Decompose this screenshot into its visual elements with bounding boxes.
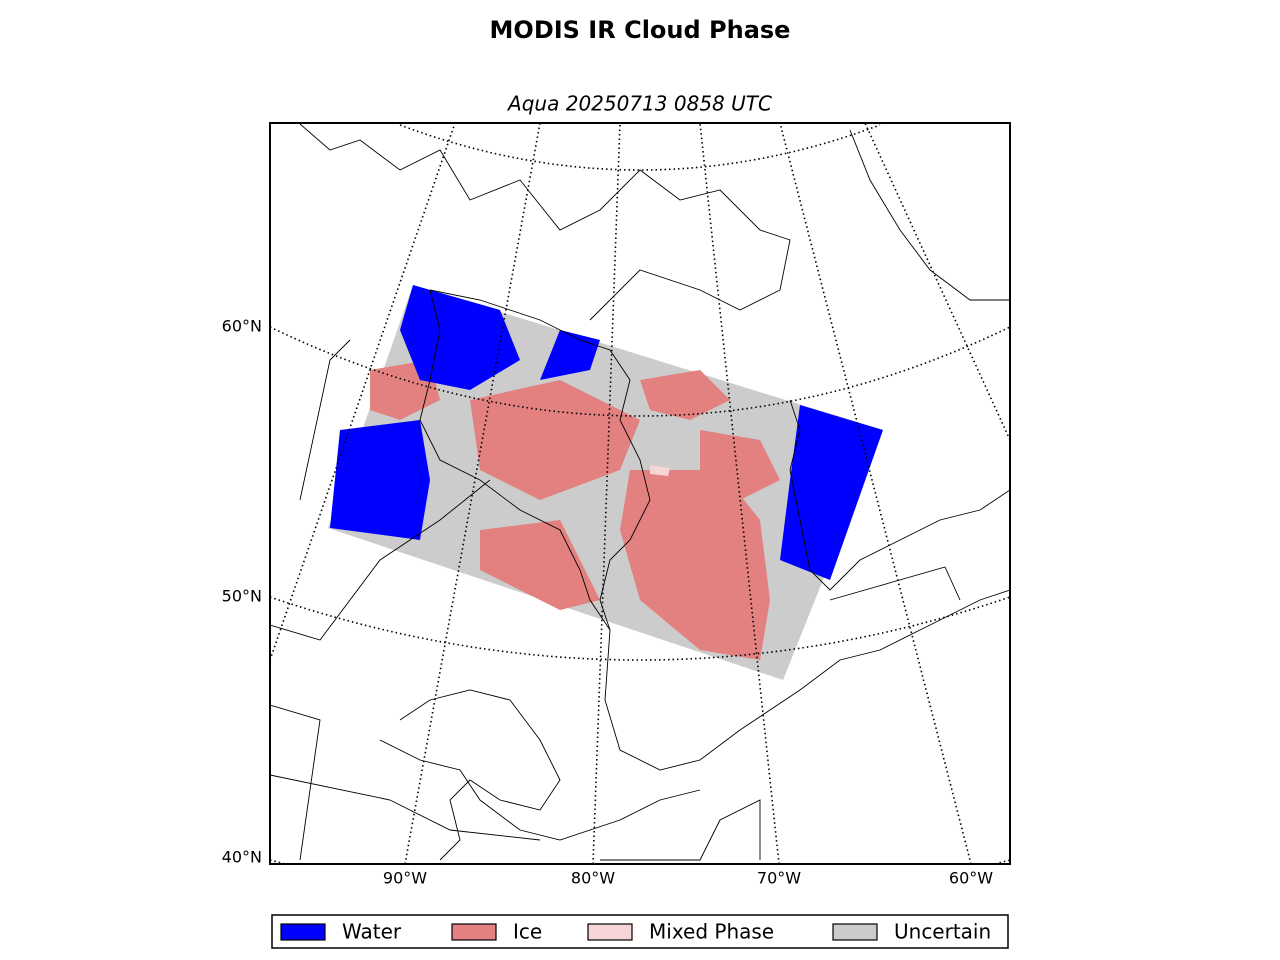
coastline <box>789 399 1010 591</box>
graticule-labels: 60°N 50°N 40°N 90°W 80°W 70°W 60°W <box>222 317 994 888</box>
cloud-region <box>700 430 780 500</box>
lat-label: 50°N <box>222 587 262 606</box>
legend-swatch <box>587 923 633 941</box>
cloud-region <box>470 380 640 500</box>
coastline <box>429 289 651 631</box>
meridian <box>592 123 621 864</box>
great-lakes <box>379 739 701 841</box>
cloud-region <box>620 470 770 660</box>
legend-label: Ice <box>513 920 542 944</box>
legend-swatch <box>451 923 497 941</box>
map-area <box>270 123 1010 864</box>
great-lakes <box>399 689 561 861</box>
coastlines <box>270 123 1010 861</box>
lat-label: 60°N <box>222 317 262 336</box>
legend-label: Mixed Phase <box>649 920 774 944</box>
cloud-region <box>400 285 520 390</box>
cloud-region <box>650 465 670 476</box>
meridian <box>779 123 972 864</box>
cloud-region <box>480 520 600 610</box>
title: MODIS IR Cloud Phase <box>490 16 791 44</box>
lon-label: 90°W <box>383 869 427 888</box>
cloud-swath <box>328 285 883 680</box>
legend-swatch <box>832 923 878 941</box>
coastline <box>419 289 1010 771</box>
lon-label: 80°W <box>571 869 615 888</box>
borders <box>270 339 961 861</box>
subtitle: Aqua 20250713 0858 UTC <box>506 92 772 116</box>
lon-label: 60°W <box>949 869 993 888</box>
legend-label: Uncertain <box>894 920 991 944</box>
legend-label: Water <box>342 920 402 944</box>
cloud-region <box>780 405 883 580</box>
coastline <box>299 123 791 321</box>
parallel <box>270 859 1010 864</box>
graticule <box>270 123 1010 864</box>
cloud-region <box>330 420 430 540</box>
parallel <box>270 596 1010 661</box>
legend: Water Ice Mixed Phase Uncertain <box>280 920 991 944</box>
coastline <box>849 129 1010 301</box>
map-frame <box>269 122 1011 865</box>
legend-box <box>271 914 1009 949</box>
parallel <box>270 326 1010 417</box>
meridian <box>270 123 456 661</box>
legend-swatch <box>280 923 326 941</box>
lon-label: 70°W <box>757 869 801 888</box>
cloud-region <box>540 330 600 380</box>
lat-label: 40°N <box>222 848 262 867</box>
cloud-region <box>640 370 730 420</box>
